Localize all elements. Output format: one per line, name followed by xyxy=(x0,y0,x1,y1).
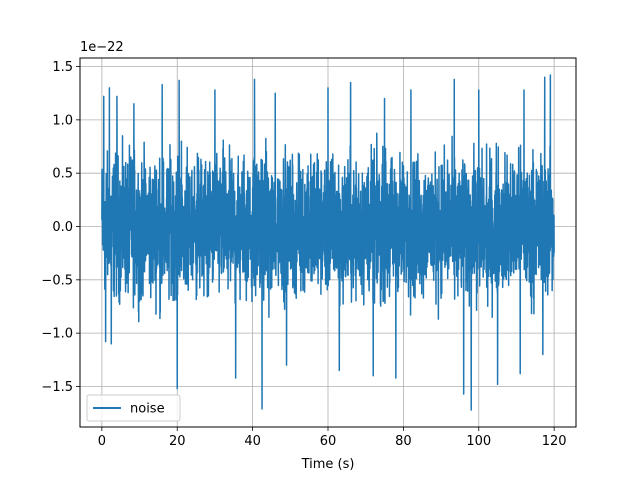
axis-ticks: 0 20 40 60 80 100 120 −1.5 −1.0 −0.5 0.0 0.5 1.0 1.5 xyxy=(41,60,566,449)
y-tick-label: −1.0 xyxy=(41,327,73,342)
y-tick-label: 1.5 xyxy=(52,60,73,75)
x-tick-label: 80 xyxy=(395,434,412,449)
legend-noise-label: noise xyxy=(130,402,165,417)
y-tick-label: 0.0 xyxy=(52,220,73,235)
x-tick-label: 40 xyxy=(244,434,261,449)
x-tick-label: 60 xyxy=(320,434,337,449)
x-axis-label: Time (s) xyxy=(301,457,355,472)
x-tick-label: 100 xyxy=(466,434,491,449)
legend: noise xyxy=(86,394,181,422)
x-tick-label: 20 xyxy=(169,434,186,449)
legend-box xyxy=(86,394,181,422)
noise-series-line xyxy=(101,74,555,411)
x-tick-label: 0 xyxy=(98,434,106,449)
y-tick-label: −0.5 xyxy=(41,273,73,288)
y-tick-label: 1.0 xyxy=(52,113,73,128)
y-tick-label: −1.5 xyxy=(41,380,73,395)
data-layer xyxy=(101,74,555,411)
y-axis-offset-label: 1e−22 xyxy=(80,40,124,55)
x-tick-label: 120 xyxy=(542,434,567,449)
y-tick-label: 0.5 xyxy=(52,167,73,182)
